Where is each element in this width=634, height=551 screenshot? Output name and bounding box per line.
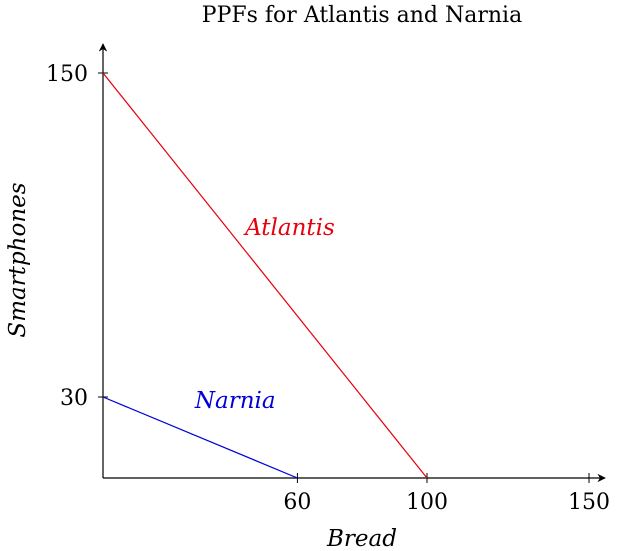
x-tick-label: 100 [406, 490, 448, 515]
y-tick-label: 30 [60, 386, 88, 411]
series-label-narnia: Narnia [194, 388, 276, 414]
x-tick-label: 60 [283, 490, 311, 515]
x-tick-label: 150 [568, 490, 610, 515]
series-label-atlantis: Atlantis [243, 215, 335, 241]
y-tick-label: 150 [46, 62, 88, 87]
series-line-atlantis [102, 72, 428, 479]
y-ticks: 30 150 [46, 62, 108, 411]
series-line-narnia [102, 396, 298, 479]
chart-title: PPFs for Atlantis and Narnia [202, 3, 522, 28]
x-axis-label: Bread [326, 526, 397, 551]
series-labels: Atlantis Narnia [194, 215, 335, 414]
x-ticks: 60 100 150 [283, 473, 610, 515]
series-group [102, 72, 428, 479]
y-axis-label: Smartphones [5, 182, 31, 337]
